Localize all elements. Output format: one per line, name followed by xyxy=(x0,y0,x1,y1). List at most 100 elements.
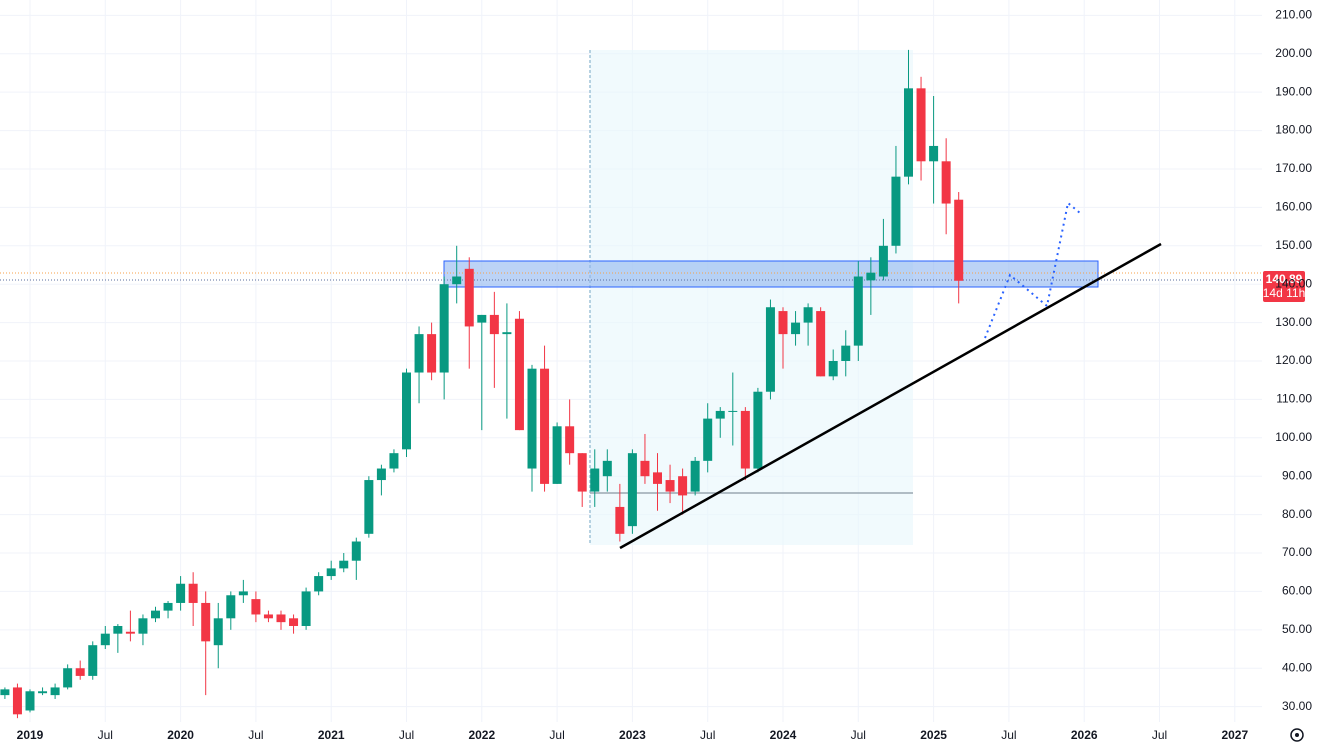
x-tick-label: 2021 xyxy=(318,728,345,742)
candle-body xyxy=(791,322,801,335)
y-tick-label: 150.00 xyxy=(1275,238,1312,252)
candle-body xyxy=(853,276,863,346)
y-tick-label: 60.00 xyxy=(1282,584,1312,598)
y-tick-label: 130.00 xyxy=(1275,315,1312,329)
candle-body xyxy=(615,506,625,534)
x-tick-label: 2025 xyxy=(920,728,947,742)
candle-body xyxy=(866,272,876,281)
settings-icon[interactable] xyxy=(1290,728,1304,742)
y-tick-label: 140.00 xyxy=(1275,276,1312,290)
candle-body xyxy=(251,599,261,615)
candle-body xyxy=(765,307,775,392)
candle-body xyxy=(527,368,537,469)
candle-body xyxy=(113,625,123,634)
y-tick-label: 30.00 xyxy=(1282,699,1312,713)
candle-body xyxy=(653,472,662,484)
y-tick-label: 100.00 xyxy=(1275,430,1312,444)
candle-body xyxy=(402,372,411,450)
candle-body xyxy=(627,453,637,527)
candle-body xyxy=(351,541,361,561)
candle-body xyxy=(75,668,85,676)
y-tick-label: 50.00 xyxy=(1282,622,1312,636)
resistance-zone xyxy=(443,260,1099,288)
candle-body xyxy=(602,460,612,477)
candle-body xyxy=(213,618,223,646)
candle-body xyxy=(100,633,110,646)
candle-body xyxy=(25,691,35,711)
candle-body xyxy=(678,476,688,496)
y-tick-label: 70.00 xyxy=(1282,545,1312,559)
candle-body xyxy=(289,618,299,626)
candle-body xyxy=(941,161,951,204)
candle-body xyxy=(778,311,788,335)
y-tick-label: 210.00 xyxy=(1275,8,1312,22)
candle-body xyxy=(238,591,248,596)
y-tick-label: 90.00 xyxy=(1282,468,1312,482)
candle-body xyxy=(339,560,349,569)
candle-body xyxy=(590,468,600,492)
y-tick-label: 180.00 xyxy=(1275,123,1312,137)
candle-body xyxy=(703,418,713,461)
candle-body xyxy=(427,334,437,373)
candle-body xyxy=(188,583,198,603)
x-tick-label: 2026 xyxy=(1071,728,1098,742)
candle-body xyxy=(301,591,311,626)
candle-body xyxy=(151,610,160,619)
candle-body xyxy=(640,460,650,477)
x-tick-label: Jul xyxy=(98,728,113,742)
candle-body xyxy=(88,645,98,676)
last-price: 140.89 xyxy=(1266,272,1303,286)
candle-body xyxy=(841,345,851,361)
candle-body xyxy=(414,334,424,373)
x-tick-label: Jul xyxy=(399,728,414,742)
candle-body xyxy=(803,307,813,323)
candle-body xyxy=(816,311,826,377)
y-tick-label: 110.00 xyxy=(1276,392,1312,406)
candle-body xyxy=(125,631,135,634)
candle-body xyxy=(0,689,10,696)
settings-icon-dot xyxy=(1295,733,1299,737)
y-tick-label: 170.00 xyxy=(1275,161,1312,175)
candle-body xyxy=(828,361,838,377)
candle-body xyxy=(929,145,939,162)
y-tick-label: 80.00 xyxy=(1282,507,1312,521)
candle-body xyxy=(389,453,399,469)
candle-body xyxy=(439,284,449,373)
candle-body xyxy=(163,602,173,611)
trend-line xyxy=(619,242,1162,550)
y-tick-label: 120.00 xyxy=(1275,353,1312,367)
y-tick-label: 190.00 xyxy=(1275,84,1312,98)
candle-body xyxy=(263,614,273,619)
candle-body xyxy=(326,568,336,577)
x-tick-label: 2024 xyxy=(770,728,797,742)
candle-body xyxy=(753,391,763,469)
candle-body xyxy=(38,691,48,694)
x-tick-label: Jul xyxy=(1001,728,1016,742)
countdown: 14d 11h xyxy=(1263,286,1306,300)
candle-body xyxy=(276,614,286,623)
x-tick-label: Jul xyxy=(700,728,715,742)
candle-body xyxy=(514,318,524,431)
candle-body xyxy=(464,268,474,327)
candle-body xyxy=(63,668,73,688)
candle-body xyxy=(577,453,587,492)
candle-body xyxy=(904,88,913,177)
x-tick-label: 2019 xyxy=(17,728,44,742)
candle-body xyxy=(728,410,738,412)
candle-body xyxy=(740,410,750,469)
x-tick-label: Jul xyxy=(549,728,564,742)
candle-body xyxy=(12,687,22,715)
candle-body xyxy=(665,480,675,492)
candle-body xyxy=(201,602,211,642)
candle-body xyxy=(176,583,186,603)
candle-body xyxy=(226,595,236,619)
candles xyxy=(0,49,964,719)
candle-body xyxy=(477,314,487,323)
y-tick-label: 40.00 xyxy=(1282,660,1312,674)
x-tick-label: 2022 xyxy=(468,728,495,742)
x-tick-label: Jul xyxy=(1152,728,1167,742)
candle-body xyxy=(50,687,60,696)
candle-body xyxy=(916,88,926,162)
